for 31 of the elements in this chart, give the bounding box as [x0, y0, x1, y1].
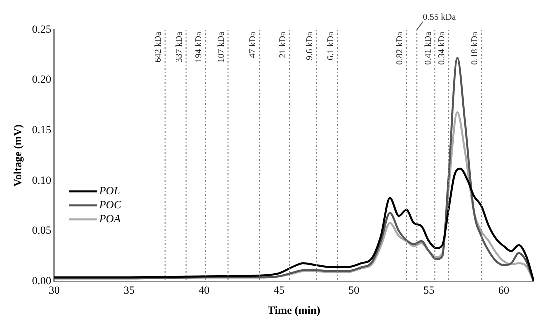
x-tick-label: 50: [348, 285, 360, 298]
ref-line-label: 47 kDa: [248, 32, 258, 58]
ref-line-label: 0.55 kDa: [423, 12, 456, 22]
x-tick-label: 55: [424, 285, 436, 298]
ref-line-label: 9.6 kDa: [304, 32, 315, 60]
y-tick-label: 0.10: [32, 174, 52, 187]
ref-line-label: 0.34 kDa: [436, 32, 446, 65]
legend-label: POL: [98, 185, 120, 198]
x-axis-title: Time (min): [268, 305, 321, 318]
y-tick-label: 0.20: [32, 74, 52, 86]
ref-line-label: 0.18 kDa: [469, 32, 480, 65]
y-tick-label: 0.15: [32, 124, 52, 137]
ref-line-label: 194 kDa: [194, 32, 204, 63]
y-tick-label: 0.25: [32, 24, 52, 36]
ref-line-label: 21 kDa: [278, 32, 288, 58]
y-axis-title: Voltage (mV): [12, 124, 24, 187]
x-tick-label: 40: [198, 285, 210, 298]
x-tick-label: 45: [274, 285, 286, 298]
x-tick-label: 35: [124, 285, 136, 298]
y-tick-label: 0.05: [32, 225, 52, 238]
ref-line-label: 337 kDa: [174, 32, 184, 63]
y-tick-label: 0.00: [32, 275, 52, 288]
ref-line-label: 0.82 kDa: [394, 32, 404, 65]
x-tick-label: 60: [498, 285, 510, 298]
legend-label: POA: [98, 213, 122, 226]
ref-line-label: 6.1 kDa: [326, 32, 336, 60]
ref-line-label: 107 kDa: [216, 32, 226, 63]
ref-line-label: 0.41 kDa: [422, 32, 433, 65]
x-tick-label: 30: [48, 285, 60, 298]
legend-label: POC: [98, 199, 122, 212]
ref-line-label: 642 kDa: [153, 32, 164, 63]
